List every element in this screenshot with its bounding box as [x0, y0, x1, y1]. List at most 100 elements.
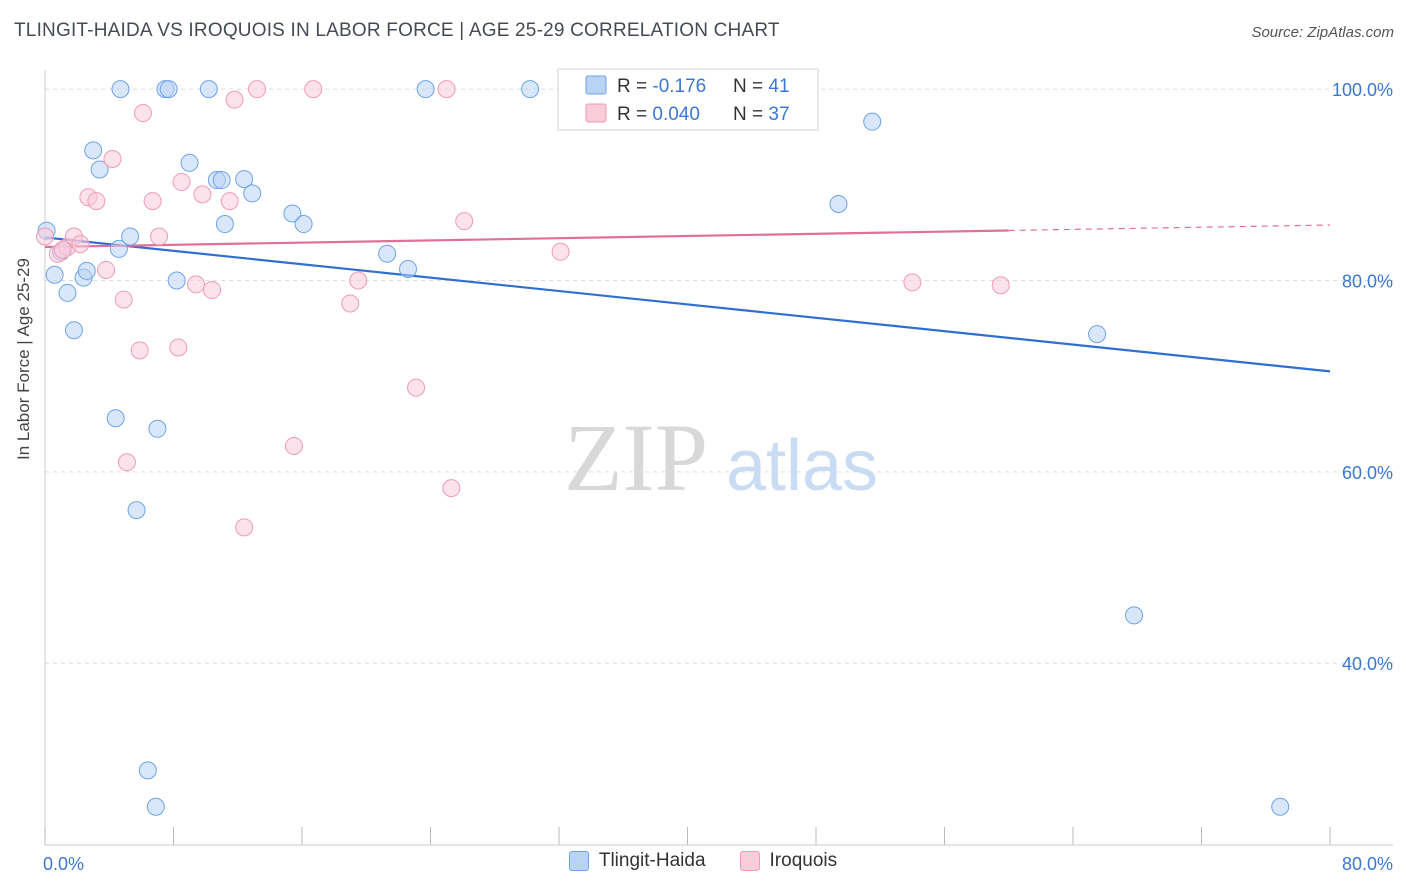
svg-text:N = 37: N = 37 [733, 104, 790, 125]
iroquois-point [551, 242, 570, 261]
tlingit-point [212, 171, 231, 190]
svg-text:R = -0.176: R = -0.176 [617, 76, 706, 97]
legend-swatch-tlingit [585, 75, 607, 95]
svg-text:R = 0.040: R = 0.040 [617, 104, 700, 125]
iroquois-point [150, 227, 169, 246]
tlingit-point [159, 80, 178, 99]
iroquois-point [455, 212, 474, 231]
axes [44, 70, 1393, 846]
watermark: ZIP atlas [564, 404, 878, 511]
tlingit-point [121, 227, 140, 246]
legend-swatch-iroquois-bottom [739, 851, 760, 871]
legend-item-iroquois[interactable]: Iroquois [739, 850, 838, 872]
iroquois-point [903, 273, 922, 292]
iroquois-point [991, 276, 1010, 295]
iroquois-point [172, 172, 191, 191]
tlingit-point [127, 501, 146, 520]
tlingit-point [416, 80, 435, 99]
iroquois-point [284, 437, 303, 456]
iroquois-point [53, 240, 72, 259]
iroquois-point [349, 271, 368, 290]
tlingit-point [167, 271, 186, 290]
iroquois-point [442, 479, 461, 498]
iroquois-point [103, 149, 122, 168]
tlingit-point [45, 265, 64, 284]
grid-lines [45, 88, 1393, 664]
x-tick-label: 80.0% [1342, 854, 1393, 874]
watermark-zip: ZIP [564, 404, 708, 511]
tlingit-point [199, 80, 218, 99]
tlingit-point [148, 419, 167, 438]
tlingit-point [77, 261, 96, 280]
legend-r-value-2: 0.040 [652, 104, 700, 125]
iroquois-point [304, 80, 323, 99]
iroquois-point [133, 104, 152, 123]
iroquois-point [407, 378, 426, 397]
tlingit-point [829, 194, 848, 213]
tlingit-point [58, 283, 77, 302]
iroquois-trend-extension [1008, 224, 1331, 232]
tlingit-point [378, 244, 397, 263]
tlingit-point [1125, 606, 1144, 625]
legend-r-label-1: R = [617, 76, 652, 97]
legend-n-value-1: 41 [768, 76, 789, 97]
iroquois-point [437, 80, 456, 99]
iroquois-point [97, 260, 116, 279]
iroquois-trend-line [44, 229, 1009, 249]
legend-r-label-2: R = [617, 104, 652, 125]
source-credit: Source: ZipAtlas.com [1251, 24, 1394, 41]
tlingit-point [521, 80, 540, 99]
iroquois-point [225, 90, 244, 109]
iroquois-point [87, 192, 106, 211]
legend-swatch-tlingit-bottom [568, 851, 589, 871]
iroquois-point [114, 290, 133, 309]
legend-n-label-2: N = [733, 104, 768, 125]
legend-r-value-1: -0.176 [652, 76, 706, 97]
chart-title: TLINGIT-HAIDA VS IROQUOIS IN LABOR FORCE… [14, 20, 780, 41]
y-tick-label: 60.0% [1342, 463, 1393, 483]
tlingit-point [243, 184, 262, 203]
trend-lines [44, 224, 1331, 373]
legend-n-label-1: N = [733, 76, 768, 97]
tlingit-point [146, 797, 165, 816]
legend-label-iroquois: Iroquois [769, 850, 838, 871]
tlingit-point [106, 409, 125, 428]
tlingit-point [64, 321, 83, 340]
tlingit-point [109, 239, 128, 258]
tlingit-trend-line [44, 236, 1331, 373]
iroquois-point [203, 281, 222, 300]
iroquois-point [36, 227, 54, 246]
iroquois-point [71, 235, 90, 254]
tlingit-point [1271, 797, 1290, 816]
legend-n-value-2: 37 [768, 104, 789, 125]
x-tick-label: 0.0% [43, 854, 84, 874]
tlingit-point [90, 160, 109, 179]
y-tick-label: 80.0% [1342, 271, 1393, 291]
tlingit-point [863, 112, 882, 131]
tlingit-point [215, 215, 234, 234]
tlingit-point [283, 204, 302, 223]
legend-box: R = -0.176 N = 41 R = 0.040 N = 37 [557, 68, 819, 131]
tlingit-point [138, 761, 157, 780]
iroquois-point [341, 294, 360, 313]
iroquois-point [248, 80, 267, 99]
tlingit-point [399, 260, 418, 279]
iroquois-point [130, 341, 149, 360]
iroquois-point [220, 192, 239, 211]
tlingit-point [111, 80, 130, 99]
tlingit-point [235, 170, 254, 189]
y-tick-label: 100.0% [1332, 80, 1393, 100]
tlingit-point [294, 215, 313, 234]
iroquois-point [235, 518, 254, 537]
legend-item-tlingit[interactable]: Tlingit-Haida [568, 850, 706, 872]
iroquois-point [117, 453, 136, 472]
svg-text:N = 41: N = 41 [733, 76, 790, 97]
series-legend: Tlingit-Haida Iroquois [0, 850, 1406, 872]
tick-labels: 40.0% 60.0% 80.0% 100.0% 0.0% 80.0% [43, 80, 1393, 874]
tlingit-point [84, 141, 103, 160]
tlingit-point [180, 153, 199, 172]
legend-swatch-iroquois [585, 103, 607, 123]
iroquois-point [186, 275, 205, 294]
tlingit-point [1088, 325, 1107, 344]
